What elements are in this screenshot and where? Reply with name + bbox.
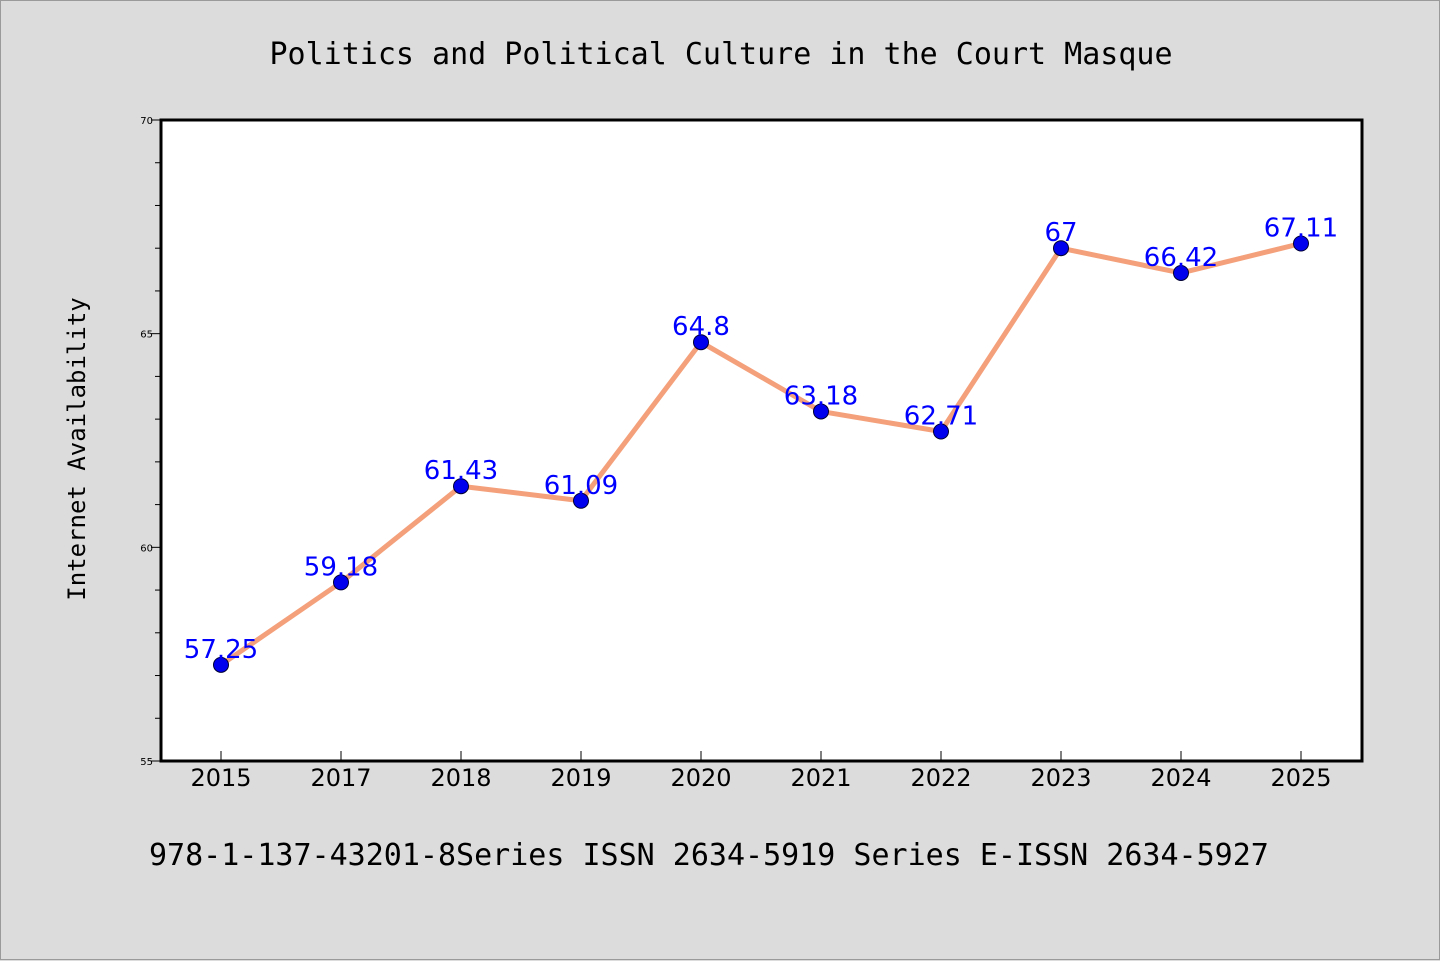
x-tick-label: 2023	[1030, 764, 1091, 792]
data-label: 61.09	[544, 471, 618, 501]
x-tick-label: 2025	[1270, 764, 1331, 792]
series-line	[218, 240, 1304, 668]
x-tick-label: 2017	[310, 764, 371, 792]
data-point	[333, 574, 349, 591]
data-point	[213, 656, 229, 673]
footer-isbn-text: 978-1-137-43201-8Series ISSN 2634-5919 S…	[149, 838, 1269, 873]
data-label: 57.25	[184, 635, 258, 665]
data-point	[1293, 235, 1309, 252]
x-tick-label: 2020	[670, 764, 731, 792]
data-label: 61.43	[424, 456, 498, 486]
data-label: 67	[1044, 218, 1077, 248]
x-tick-label: 2018	[430, 764, 491, 792]
data-point	[813, 403, 829, 420]
x-tick-label: 2024	[1150, 764, 1211, 792]
series-layer	[213, 235, 1309, 673]
data-point	[1173, 264, 1189, 281]
data-point	[693, 334, 709, 351]
data-point	[933, 423, 949, 440]
data-point	[573, 492, 589, 509]
y-tick-label: 60	[140, 543, 153, 554]
data-point	[1053, 240, 1069, 257]
y-tick-label: 55	[140, 757, 153, 768]
data-label: 64.8	[672, 312, 730, 342]
x-tick-label: 2015	[190, 764, 251, 792]
data-point	[453, 478, 469, 495]
y-tick-label: 65	[140, 330, 153, 341]
y-axis-label: Internet Availability	[63, 297, 91, 600]
data-label: 66.42	[1144, 243, 1218, 273]
data-label: 67.11	[1264, 213, 1338, 243]
x-tick-label: 2021	[790, 764, 851, 792]
y-tick-label: 70	[140, 116, 153, 127]
x-axis-ticks: 2015 2017 2018 2019 2020 2021 2022 2023 2024 2025	[190, 751, 1332, 792]
x-tick-label: 2022	[910, 764, 971, 792]
y-axis-ticks: 55 60 65 70	[140, 116, 161, 768]
data-labels: 57.25 59.18 61.43 61.09 64.8 63.18 62.71 67 66.4…	[184, 213, 1338, 664]
data-label: 63.18	[784, 381, 858, 411]
data-label: 59.18	[304, 552, 378, 582]
data-label: 62.71	[904, 402, 978, 432]
plot-area	[159, 118, 1364, 763]
x-tick-label: 2019	[550, 764, 611, 792]
chart-title: Politics and Political Culture in the Co…	[269, 37, 1172, 72]
